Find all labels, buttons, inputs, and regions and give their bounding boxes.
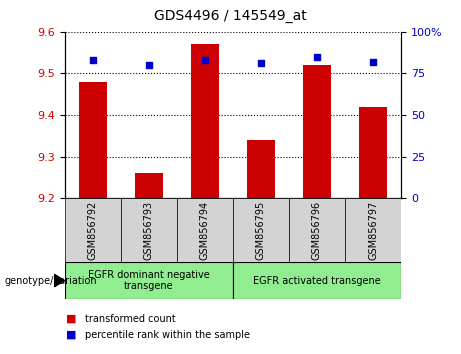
Bar [177, 198, 233, 262]
Text: percentile rank within the sample: percentile rank within the sample [85, 330, 250, 339]
Text: GSM856796: GSM856796 [312, 200, 322, 260]
Text: EGFR activated transgene: EGFR activated transgene [253, 275, 381, 286]
Text: GDS4496 / 145549_at: GDS4496 / 145549_at [154, 9, 307, 23]
Text: ■: ■ [66, 330, 77, 339]
Bar [65, 198, 121, 262]
Bar [233, 198, 289, 262]
Bar [65, 262, 233, 299]
Text: GSM856793: GSM856793 [144, 200, 154, 260]
Bar [233, 262, 401, 299]
Text: genotype/variation: genotype/variation [5, 275, 97, 286]
Bar [345, 198, 401, 262]
Point [201, 57, 208, 63]
Bar [78, 82, 106, 198]
Point [145, 62, 152, 68]
Bar [191, 44, 219, 198]
Bar [289, 198, 345, 262]
Bar [247, 140, 275, 198]
Text: GSM856794: GSM856794 [200, 200, 210, 260]
Text: ■: ■ [66, 314, 77, 324]
Bar [135, 173, 163, 198]
Text: transformed count: transformed count [85, 314, 176, 324]
Point [369, 59, 377, 65]
Point [89, 57, 96, 63]
Text: GSM856797: GSM856797 [368, 200, 378, 260]
Text: EGFR dominant negative
transgene: EGFR dominant negative transgene [88, 270, 210, 291]
Bar [121, 198, 177, 262]
Bar [359, 107, 387, 198]
Text: GSM856795: GSM856795 [256, 200, 266, 260]
Polygon shape [54, 274, 65, 287]
Point [313, 54, 321, 59]
Point [257, 61, 265, 66]
Text: GSM856792: GSM856792 [88, 200, 98, 260]
Bar [303, 65, 331, 198]
